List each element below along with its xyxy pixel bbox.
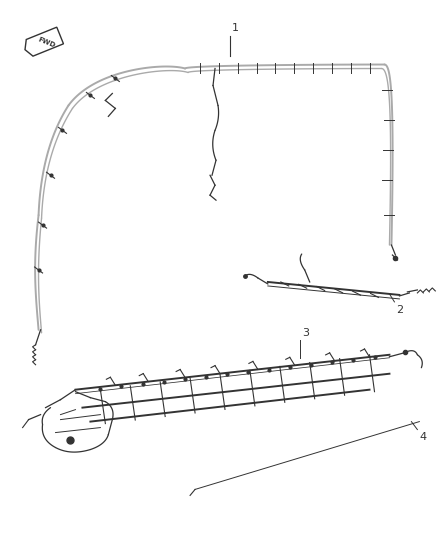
Text: 2: 2 — [396, 305, 403, 315]
Text: 1: 1 — [232, 22, 239, 33]
Text: 4: 4 — [419, 432, 427, 441]
Text: 3: 3 — [302, 328, 309, 338]
Text: FWD: FWD — [37, 36, 56, 49]
